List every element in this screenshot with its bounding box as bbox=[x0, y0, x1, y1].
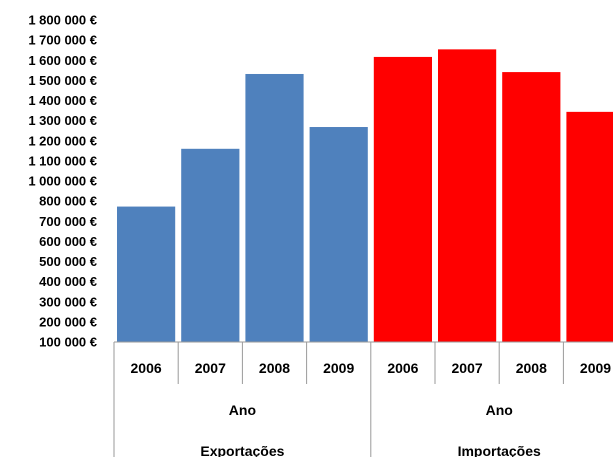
bar bbox=[373, 56, 432, 342]
y-tick-label: 500 000 € bbox=[39, 254, 97, 269]
group-label: Importações bbox=[458, 443, 541, 457]
x-tick-label: 2006 bbox=[387, 360, 418, 376]
group-sublabel: Ano bbox=[229, 402, 256, 418]
bar bbox=[117, 206, 176, 342]
x-tick-label: 2006 bbox=[131, 360, 162, 376]
group-label: Exportações bbox=[200, 443, 284, 457]
x-tick-label: 2008 bbox=[516, 360, 547, 376]
y-tick-label: 1 600 000 € bbox=[28, 53, 97, 68]
y-tick-label: 700 000 € bbox=[39, 214, 97, 229]
x-axis: 2006 2007 2008 2009 2006 2007 2008 2009 Ano Expor… bbox=[113, 341, 613, 457]
bar bbox=[245, 73, 304, 342]
x-tick-label: 2008 bbox=[259, 360, 290, 376]
y-tick-label: 1 100 000 € bbox=[28, 153, 97, 168]
bar bbox=[502, 72, 561, 343]
group-sublabel: Ano bbox=[486, 402, 513, 418]
bar bbox=[309, 127, 368, 343]
x-tick-label: 2009 bbox=[323, 360, 354, 376]
y-tick-label: 300 000 € bbox=[39, 294, 97, 309]
y-tick-label: 100 000 € bbox=[39, 335, 97, 350]
bars bbox=[117, 49, 613, 343]
y-tick-label: 1 200 000 € bbox=[28, 133, 97, 148]
y-tick-label: 1 400 000 € bbox=[28, 93, 97, 108]
bar bbox=[438, 49, 497, 342]
y-tick-label: 1 700 000 € bbox=[28, 33, 97, 48]
y-tick-label: 1 800 000 € bbox=[28, 13, 97, 28]
y-tick-label: 400 000 € bbox=[39, 274, 97, 289]
x-tick-label: 2007 bbox=[195, 360, 226, 376]
y-tick-label: 1 000 000 € bbox=[28, 174, 97, 189]
y-axis: 1 800 000 € 1 700 000 € 1 600 000 € 1 500 0… bbox=[28, 13, 97, 350]
bar bbox=[181, 148, 240, 342]
y-tick-label: 600 000 € bbox=[39, 234, 97, 249]
y-tick-label: 1 500 000 € bbox=[28, 73, 97, 88]
bar bbox=[566, 111, 613, 342]
x-tick-label: 2009 bbox=[580, 360, 611, 376]
y-tick-label: 1 300 000 € bbox=[28, 113, 97, 128]
x-tick-label: 2007 bbox=[452, 360, 483, 376]
y-tick-label: 800 000 € bbox=[39, 194, 97, 209]
y-tick-label: 200 000 € bbox=[39, 314, 97, 329]
